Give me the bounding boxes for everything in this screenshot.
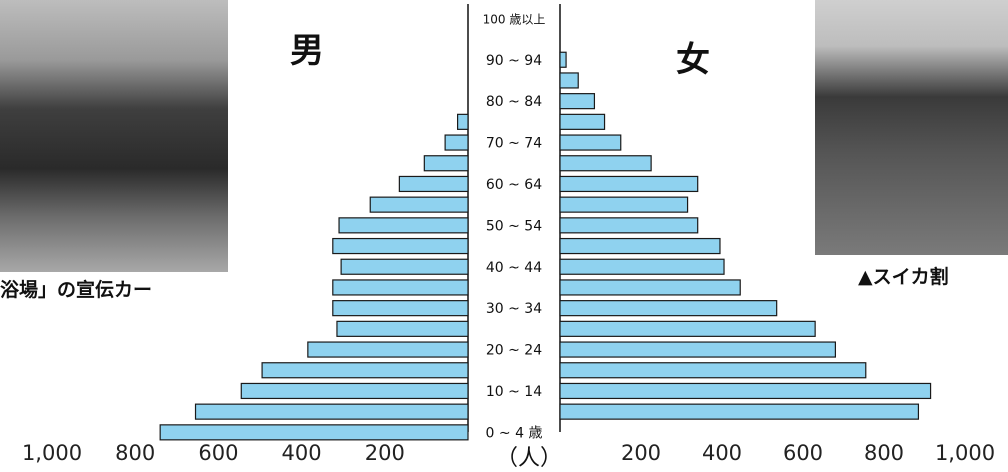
age-group-label: 100 歳以上 [483,12,546,26]
male-bar [336,320,469,337]
male-bar [159,424,469,441]
x-tick-label-male: 200 [365,441,405,465]
x-tick-label-male: 1,000 [22,441,82,465]
age-group-label: 10 ~ 14 [486,384,542,400]
age-group-label: 40 ~ 44 [486,260,542,276]
female-bar [559,155,652,172]
x-tick-label-female: 200 [621,441,661,465]
male-label: 男 [290,31,324,71]
female-bar [559,258,725,275]
x-tick-label-female: 400 [702,441,742,465]
female-bar [559,72,579,89]
x-tick-label-female: 1,000 [935,441,995,465]
male-bar [332,279,469,296]
female-bar [559,51,567,68]
male-bar [398,175,469,193]
female-bar [559,217,699,234]
left-photo-caption: 浴場」の宣伝カー [0,279,153,301]
female-bar [559,93,596,110]
x-tick-label-male: 400 [282,441,322,465]
female-bar [559,300,778,317]
age-group-label: 30 ~ 34 [486,301,542,317]
x-tick-label-female: 600 [783,441,823,465]
male-bar [369,196,469,213]
age-group-label: 20 ~ 24 [486,343,542,359]
x-tick-label-male: 600 [198,441,238,465]
age-group-label: 80 ~ 84 [486,94,542,110]
male-bar [338,217,469,234]
left-photo [0,0,228,272]
male-bar [423,155,469,172]
female-bar [559,175,699,193]
female-bar [559,382,932,400]
female-bar [559,113,606,130]
male-bar [340,258,469,275]
female-bar [559,341,836,358]
female-bar [559,279,741,296]
x-tick-label-female: 800 [864,441,904,465]
age-group-label: 50 ~ 54 [486,218,542,234]
female-label: 女 [676,40,710,80]
male-bar [444,134,469,151]
male-bar [332,300,469,317]
female-bar [559,362,867,379]
right-photo-caption: ▲スイカ割 [858,266,949,288]
male-bar [194,403,469,420]
unit-label: （人） [496,446,563,471]
male-bar [457,113,469,130]
age-group-label: 0 ~ 4 歳 [486,425,543,441]
female-bar [559,320,816,337]
male-bar [261,362,469,379]
male-bar [307,341,469,358]
female-bar [559,134,622,151]
right-photo [815,0,1008,255]
age-group-label: 90 ~ 94 [486,53,542,69]
female-bar [559,196,689,213]
age-group-label: 60 ~ 64 [486,177,542,193]
female-bar [559,237,721,255]
female-bar [559,403,920,420]
male-bar [332,237,469,255]
age-group-label: 70 ~ 74 [486,136,542,152]
male-bar [240,382,469,400]
x-tick-label-male: 800 [115,441,155,465]
